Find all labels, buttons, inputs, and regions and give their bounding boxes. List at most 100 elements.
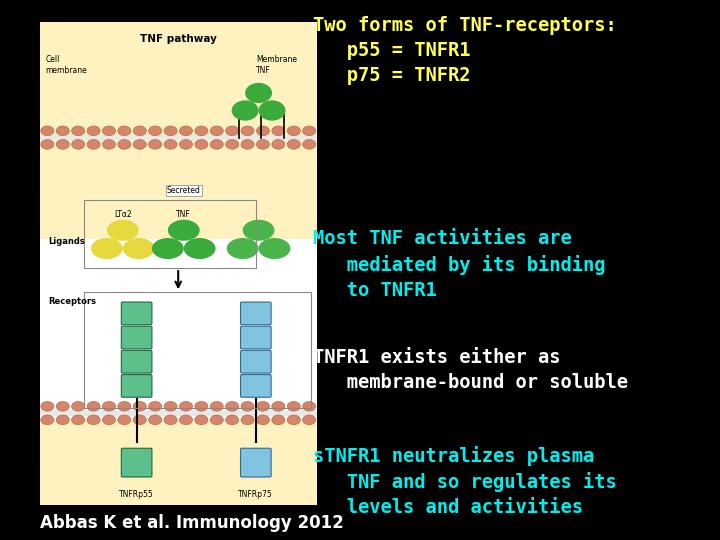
Ellipse shape (179, 401, 192, 411)
Ellipse shape (272, 415, 285, 424)
FancyBboxPatch shape (121, 350, 152, 373)
Ellipse shape (118, 139, 131, 149)
Ellipse shape (118, 401, 131, 411)
Ellipse shape (118, 415, 131, 424)
FancyBboxPatch shape (240, 375, 271, 397)
FancyBboxPatch shape (121, 375, 152, 397)
Text: Ligands: Ligands (48, 237, 85, 246)
Ellipse shape (210, 139, 223, 149)
Bar (40, 22, 317, 505)
Ellipse shape (195, 401, 208, 411)
Ellipse shape (256, 415, 269, 424)
Ellipse shape (302, 401, 315, 411)
Ellipse shape (245, 83, 272, 103)
Ellipse shape (225, 126, 239, 136)
Ellipse shape (87, 126, 100, 136)
Ellipse shape (195, 139, 208, 149)
Ellipse shape (102, 126, 115, 136)
Ellipse shape (225, 415, 239, 424)
Ellipse shape (56, 139, 69, 149)
Ellipse shape (102, 401, 115, 411)
Ellipse shape (179, 126, 192, 136)
FancyBboxPatch shape (121, 302, 152, 325)
Ellipse shape (272, 126, 285, 136)
Ellipse shape (107, 220, 139, 241)
Text: sTNFR1 neutralizes plasma
   TNF and so regulates its
   levels and activities: sTNFR1 neutralizes plasma TNF and so reg… (313, 446, 617, 517)
Ellipse shape (91, 238, 122, 259)
Ellipse shape (302, 139, 315, 149)
Text: Receptors: Receptors (48, 298, 96, 306)
FancyBboxPatch shape (240, 350, 271, 373)
Ellipse shape (241, 126, 254, 136)
Ellipse shape (56, 126, 69, 136)
Ellipse shape (287, 415, 300, 424)
FancyBboxPatch shape (240, 448, 271, 477)
Ellipse shape (168, 220, 199, 241)
Text: Most TNF activities are
   mediated by its binding
   to TNFR1: Most TNF activities are mediated by its … (313, 230, 606, 300)
Ellipse shape (152, 238, 184, 259)
Text: LTα2: LTα2 (114, 211, 132, 219)
Ellipse shape (148, 139, 162, 149)
Ellipse shape (87, 415, 100, 424)
Ellipse shape (287, 126, 300, 136)
Ellipse shape (71, 126, 85, 136)
Ellipse shape (287, 401, 300, 411)
Bar (40, 135, 317, 140)
Ellipse shape (272, 401, 285, 411)
Text: TNFR1 exists either as
   membrane-bound or soluble: TNFR1 exists either as membrane-bound or… (313, 348, 628, 392)
Ellipse shape (227, 238, 258, 259)
Bar (40, 22, 317, 239)
Text: TNFRp75: TNFRp75 (238, 490, 273, 499)
Text: Abbas K et al. Immunology 2012: Abbas K et al. Immunology 2012 (40, 514, 343, 532)
Ellipse shape (302, 415, 315, 424)
Ellipse shape (256, 401, 269, 411)
Ellipse shape (118, 126, 131, 136)
FancyBboxPatch shape (240, 326, 271, 349)
Ellipse shape (122, 238, 155, 259)
Ellipse shape (133, 401, 146, 411)
Ellipse shape (71, 415, 85, 424)
Ellipse shape (256, 126, 269, 136)
Bar (40, 418, 317, 505)
Ellipse shape (148, 415, 162, 424)
Bar (84, 292, 311, 408)
Ellipse shape (133, 139, 146, 149)
Ellipse shape (210, 401, 223, 411)
Text: TNF pathway: TNF pathway (140, 33, 217, 44)
Ellipse shape (179, 139, 192, 149)
Ellipse shape (287, 139, 300, 149)
Ellipse shape (71, 401, 85, 411)
Text: Membrane
TNF: Membrane TNF (256, 56, 297, 75)
Ellipse shape (225, 401, 239, 411)
Ellipse shape (195, 415, 208, 424)
Ellipse shape (164, 401, 177, 411)
Ellipse shape (272, 139, 285, 149)
Ellipse shape (133, 126, 146, 136)
Ellipse shape (232, 100, 258, 120)
Text: TNFRp55: TNFRp55 (120, 490, 154, 499)
Text: Secreted: Secreted (167, 186, 201, 195)
Text: TNF: TNF (176, 211, 191, 219)
Ellipse shape (148, 126, 162, 136)
Bar (84, 200, 256, 268)
Ellipse shape (164, 126, 177, 136)
Ellipse shape (102, 415, 115, 424)
FancyBboxPatch shape (121, 448, 152, 477)
Ellipse shape (87, 139, 100, 149)
FancyBboxPatch shape (121, 326, 152, 349)
Ellipse shape (243, 220, 274, 241)
Bar (40, 410, 317, 416)
Ellipse shape (258, 100, 286, 120)
Ellipse shape (41, 415, 54, 424)
Ellipse shape (41, 139, 54, 149)
Ellipse shape (41, 401, 54, 411)
Ellipse shape (164, 139, 177, 149)
Ellipse shape (41, 126, 54, 136)
Ellipse shape (256, 139, 269, 149)
Ellipse shape (56, 401, 69, 411)
Ellipse shape (241, 401, 254, 411)
Ellipse shape (87, 401, 100, 411)
Ellipse shape (241, 415, 254, 424)
Ellipse shape (164, 415, 177, 424)
Text: Two forms of TNF-receptors:
   p55 = TNFR1
   p75 = TNFR2: Two forms of TNF-receptors: p55 = TNFR1 … (313, 16, 617, 85)
